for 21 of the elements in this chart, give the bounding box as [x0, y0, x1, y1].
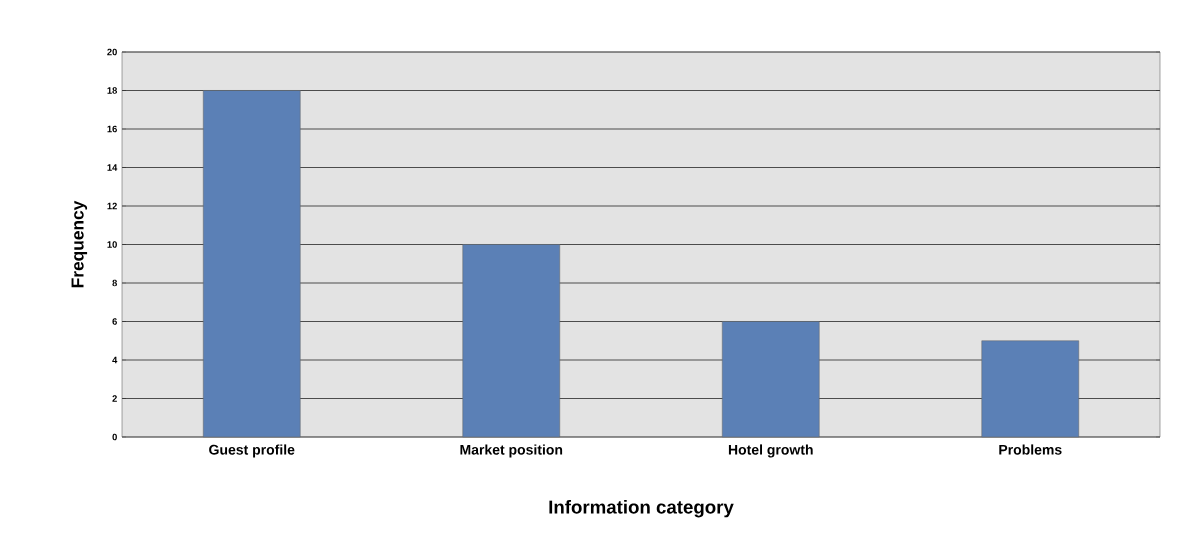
x-tick-label: Problems [999, 444, 1062, 455]
bar [202, 90, 301, 438]
y-tick-label: 0 [112, 433, 117, 441]
y-tick-label: 4 [112, 356, 118, 364]
x-axis-title: Information category [549, 499, 734, 518]
bar [721, 321, 820, 438]
y-tick-label: 8 [112, 279, 117, 287]
y-tick-label: 10 [107, 241, 117, 248]
y-tick-label: 6 [112, 318, 117, 325]
y-tick-label: 12 [107, 202, 117, 210]
x-tick-label: Guest profile [209, 444, 295, 458]
y-tick-label: 16 [107, 125, 117, 133]
y-tick-label: 14 [107, 164, 118, 171]
bar [462, 244, 561, 438]
y-tick-label: 18 [107, 87, 117, 94]
x-tick-label: Hotel growth [728, 444, 813, 458]
y-axis-title: Frequency [71, 200, 88, 288]
x-tick-label: Market position [460, 444, 563, 458]
y-tick-label: 2 [112, 395, 117, 402]
y-tick-label: 20 [107, 48, 117, 56]
bar [981, 340, 1080, 438]
